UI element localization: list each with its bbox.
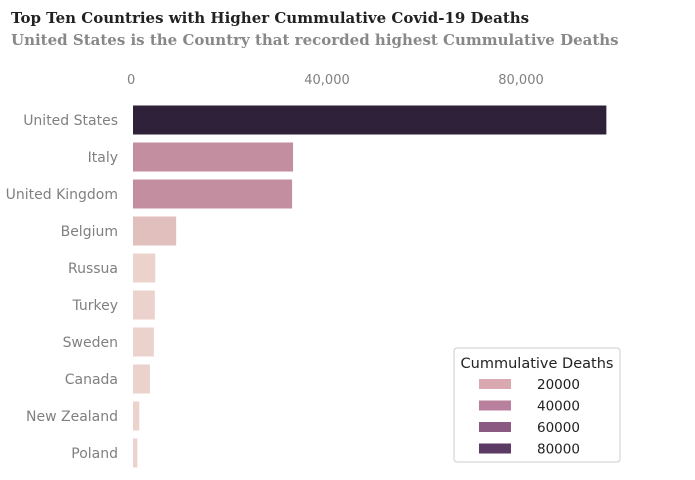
legend-title: Cummulative Deaths [461,356,614,372]
category-label: Belgium [61,224,118,240]
x-tick-label: 80,000 [498,73,544,88]
bars-group [133,105,607,468]
bar [133,327,154,357]
category-label: Poland [71,446,118,462]
chart-title: Top Ten Countries with Higher Cummulativ… [11,9,530,27]
legend-swatch [479,443,511,454]
bar [133,401,140,431]
category-label: Italy [88,150,118,166]
bar [133,438,138,468]
bar [133,290,155,320]
legend-entries: 20000 40000 60000 80000 [479,377,580,458]
category-label: Sweden [63,335,118,351]
category-label: New Zealand [26,409,118,425]
x-tick-label: 40,000 [304,73,350,88]
legend-label: 60000 [537,420,580,436]
legend: Cummulative Deaths 20000 40000 60000 80000 [453,347,621,463]
category-label: Canada [65,372,118,388]
bar [133,216,177,246]
category-label: United States [23,113,118,129]
legend-swatch [479,379,511,389]
legend-frame [453,347,621,463]
category-label: Turkey [71,298,118,314]
category-label: United Kingdom [6,187,118,203]
category-label: Russua [68,261,118,277]
bar [133,105,607,135]
x-tick-label: 0 [127,73,135,88]
legend-label: 20000 [537,377,580,393]
legend-swatch [479,422,511,432]
chart-subtitle: United States is the Country that record… [11,31,619,49]
legend-label: 40000 [537,399,580,415]
legend-swatch [479,400,511,411]
bar [133,179,293,209]
bar [133,364,150,394]
x-axis: 0 40,000 80,000 [127,73,544,88]
legend-label: 80000 [537,442,580,458]
y-axis: United States Italy United Kingdom Belgium R… [6,113,118,462]
bar [133,253,156,283]
bar [133,142,294,172]
